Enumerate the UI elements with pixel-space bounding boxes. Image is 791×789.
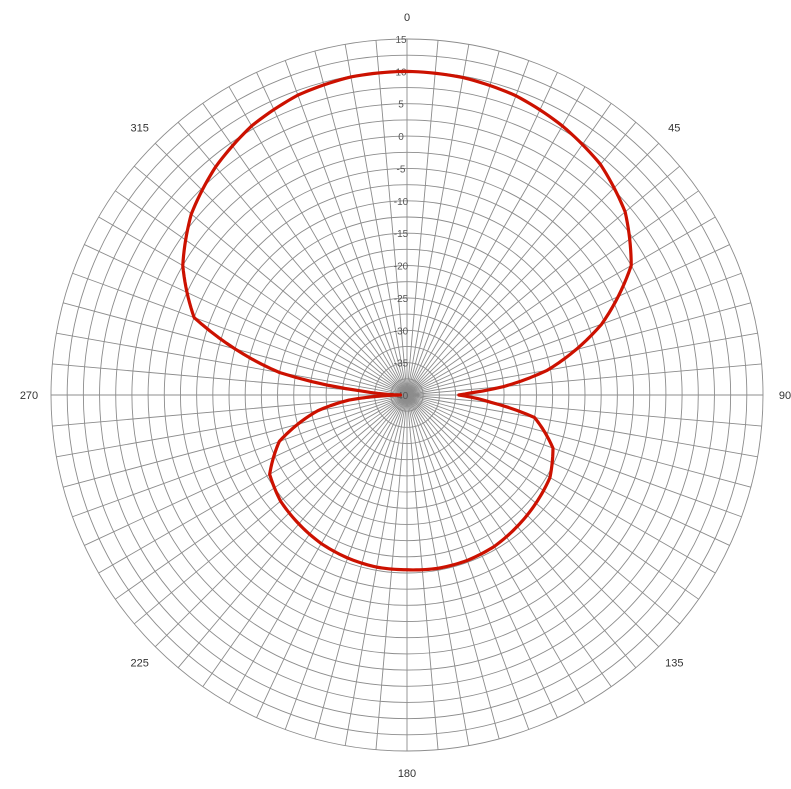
grid-spoke-290 <box>72 272 408 396</box>
grid-spoke-25 <box>406 72 558 396</box>
angular-tick-label: 90 <box>779 390 791 402</box>
grid-spoke-60 <box>406 216 716 396</box>
grid-spoke-160 <box>406 394 530 730</box>
grid-spoke-245 <box>84 394 408 546</box>
grid-spoke-260 <box>56 394 408 458</box>
grid-spoke-70 <box>406 272 742 396</box>
angular-tick-label: 135 <box>665 657 683 669</box>
grid-spoke-310 <box>134 165 408 396</box>
grid-spoke-200 <box>284 394 408 730</box>
grid-spoke-205 <box>256 394 408 718</box>
grid-spoke-255 <box>63 394 408 488</box>
grid-spoke-230 <box>134 394 408 625</box>
grid-spoke-20 <box>406 60 530 396</box>
angular-tick-label: 45 <box>668 123 680 135</box>
radial-tick-label: -35 <box>394 359 409 370</box>
grid-spoke-5 <box>406 40 439 396</box>
grid-spoke-340 <box>284 60 408 396</box>
grid-spoke-65 <box>406 244 730 396</box>
grid-spoke-280 <box>56 332 408 396</box>
grid-spoke-355 <box>375 40 408 396</box>
radial-tick-label: 15 <box>395 35 407 46</box>
grid-spoke-120 <box>406 394 716 574</box>
radial-tick-label: 0 <box>398 132 404 143</box>
grid-spoke-30 <box>406 86 586 396</box>
grid-spoke-240 <box>98 394 408 574</box>
grid-spoke-195 <box>314 394 408 739</box>
grid-spoke-250 <box>72 394 408 518</box>
grid-spoke-220 <box>177 394 408 668</box>
grid-spoke-15 <box>406 51 500 396</box>
grid-spoke-50 <box>406 165 680 396</box>
grid-spoke-190 <box>344 394 408 746</box>
grid-spoke-155 <box>406 394 558 718</box>
grid-spoke-175 <box>406 394 439 750</box>
angular-tick-label: 270 <box>20 390 38 402</box>
grid-spoke-130 <box>406 394 680 625</box>
grid-spoke-55 <box>406 190 699 396</box>
grid-spoke-125 <box>406 394 699 600</box>
grid-spoke-100 <box>406 394 758 458</box>
radial-tick-label: -10 <box>394 197 409 208</box>
grid-spoke-315 <box>154 142 408 396</box>
angular-tick-labels: 0 45 90 135 180 225 270 315 <box>20 12 791 780</box>
radial-tick-label: -25 <box>394 294 409 305</box>
grid-spoke-235 <box>115 394 408 600</box>
grid-spoke-345 <box>314 51 408 396</box>
grid-spoke-300 <box>98 216 408 396</box>
angular-tick-label: 315 <box>131 123 149 135</box>
grid-spoke-295 <box>84 244 408 396</box>
grid-spoke-225 <box>154 394 408 648</box>
grid-spoke-145 <box>406 394 612 687</box>
grid-spoke-85 <box>406 363 762 396</box>
grid-spoke-10 <box>406 44 470 396</box>
grid-spoke-110 <box>406 394 742 518</box>
angular-tick-label: 180 <box>398 768 416 780</box>
grid-spoke-115 <box>406 394 730 546</box>
grid-spoke-350 <box>344 44 408 396</box>
grid-spoke-45 <box>406 142 660 396</box>
radial-tick-label: -20 <box>394 262 409 273</box>
radial-tick-label: 5 <box>398 100 404 111</box>
radial-tick-label: -30 <box>394 326 409 337</box>
grid-spoke-135 <box>406 394 660 648</box>
grid-spoke-170 <box>406 394 470 746</box>
radial-tick-label: -15 <box>394 229 409 240</box>
grid-spoke-80 <box>406 332 758 396</box>
grid-spoke-95 <box>406 394 762 427</box>
grid-spoke-325 <box>202 103 408 396</box>
grid-spoke-335 <box>256 72 408 396</box>
grid-spoke-185 <box>375 394 408 750</box>
grid-spoke-150 <box>406 394 586 704</box>
radial-tick-label: -40 <box>394 391 409 402</box>
grid-spoke-210 <box>228 394 408 704</box>
series-line-0 <box>181 69 633 572</box>
grid-spoke-215 <box>202 394 408 687</box>
grid-spoke-330 <box>228 86 408 396</box>
angular-tick-label: 225 <box>131 657 149 669</box>
radial-tick-label: -5 <box>397 164 406 175</box>
series-layer <box>181 69 633 572</box>
grid-spoke-105 <box>406 394 751 488</box>
grid-spoke-140 <box>406 394 637 668</box>
grid-spoke-40 <box>406 122 637 396</box>
grid-spokes <box>51 39 763 751</box>
grid-spoke-305 <box>115 190 408 396</box>
angular-tick-label: 0 <box>404 12 410 24</box>
grid-spoke-35 <box>406 103 612 396</box>
grid-spoke-165 <box>406 394 500 739</box>
